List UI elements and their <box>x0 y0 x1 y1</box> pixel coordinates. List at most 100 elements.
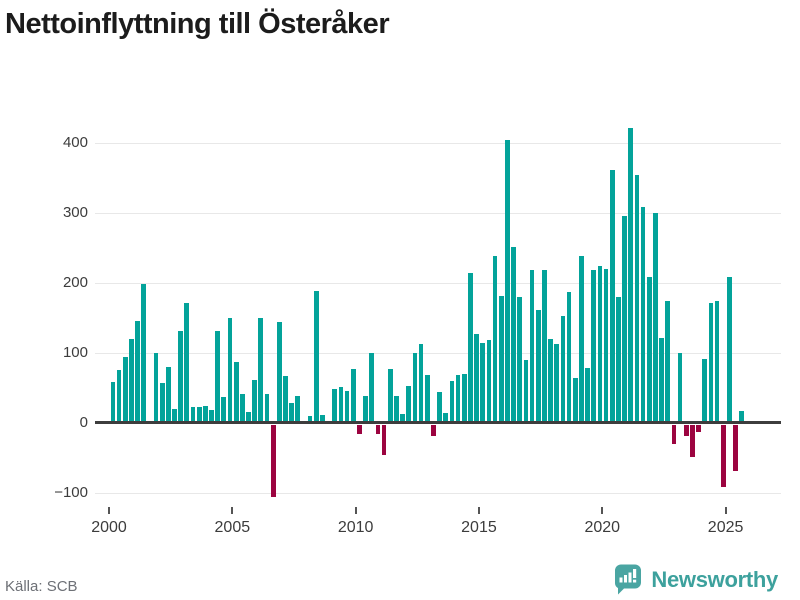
bar <box>369 353 375 423</box>
bar <box>233 362 239 423</box>
bar <box>616 297 621 423</box>
y-tick-label: 100 <box>62 344 88 361</box>
bar <box>727 277 732 423</box>
gridline-300 <box>95 213 781 214</box>
bar <box>677 353 683 423</box>
bar <box>622 215 627 423</box>
bar <box>165 367 171 423</box>
bar <box>480 343 486 423</box>
bar <box>455 374 461 423</box>
bar <box>523 360 529 423</box>
bar <box>505 139 510 423</box>
bar <box>579 255 584 423</box>
bar <box>566 292 572 423</box>
bar <box>659 337 664 423</box>
bar <box>431 424 436 437</box>
bar <box>628 127 634 423</box>
bar <box>646 277 652 423</box>
x-tick-label: 2020 <box>584 519 621 536</box>
bar <box>239 394 245 423</box>
bar <box>375 424 381 435</box>
bar <box>690 424 695 457</box>
x-tick-mark <box>724 507 727 514</box>
bar <box>560 315 566 423</box>
bar <box>258 318 264 423</box>
bar <box>733 424 738 471</box>
bar <box>252 380 257 423</box>
bar <box>283 376 288 423</box>
bar <box>714 300 720 423</box>
bar <box>246 411 251 423</box>
source-caption: Källa: SCB <box>5 578 78 595</box>
x-tick-mark <box>601 507 604 514</box>
bar <box>702 359 708 423</box>
newsworthy-wordmark: Newsworthy <box>651 566 778 592</box>
bar <box>387 369 393 423</box>
x-tick-label: 2000 <box>91 519 127 536</box>
bar <box>640 206 646 423</box>
bar <box>517 297 523 423</box>
bar <box>350 369 356 423</box>
bar <box>129 339 134 423</box>
bar <box>542 270 547 423</box>
bar <box>332 389 338 423</box>
gridline--100 <box>95 493 781 494</box>
bar-chart-bubble-icon <box>614 564 642 595</box>
bar <box>141 283 147 423</box>
bar <box>591 270 597 423</box>
bar <box>221 397 227 423</box>
bar <box>535 310 541 423</box>
bar <box>597 266 603 423</box>
y-tick-label: 400 <box>62 134 88 151</box>
bar <box>572 377 578 423</box>
bar <box>122 357 128 423</box>
bar <box>548 339 553 423</box>
x-tick-mark <box>354 507 357 514</box>
bar <box>671 424 677 445</box>
bar <box>313 291 319 423</box>
bar <box>190 406 196 423</box>
gridline-100 <box>95 353 781 354</box>
bar <box>708 302 714 423</box>
bar <box>511 247 516 423</box>
bar <box>202 406 208 423</box>
x-tick-mark <box>477 507 480 514</box>
bar <box>307 416 313 423</box>
bar <box>116 369 122 423</box>
y-tick-label: −100 <box>54 484 88 501</box>
bar <box>110 381 116 423</box>
bar <box>184 302 190 423</box>
x-tick-mark <box>231 507 234 514</box>
bar <box>653 213 658 423</box>
zero-axis-line <box>95 421 781 424</box>
gridline-400 <box>95 143 781 144</box>
x-tick-label: 2010 <box>337 519 374 536</box>
bar <box>357 424 362 435</box>
bar <box>289 402 294 423</box>
bar <box>159 383 165 423</box>
bar <box>196 406 202 423</box>
x-tick-mark <box>108 507 110 514</box>
bar <box>720 424 726 487</box>
bar <box>634 175 640 423</box>
gridline-200 <box>95 283 781 284</box>
bar <box>215 331 220 423</box>
bar <box>498 296 504 423</box>
bar <box>486 339 492 423</box>
bar <box>449 381 455 423</box>
chart-title: Nettoinflyttning till Österåker <box>5 8 390 40</box>
bar <box>609 170 615 423</box>
bar <box>468 273 473 423</box>
bar <box>338 386 344 423</box>
bar <box>554 343 560 423</box>
x-tick-label: 2025 <box>707 519 744 536</box>
bar <box>492 255 498 423</box>
bar <box>739 411 745 423</box>
bar <box>665 301 671 423</box>
y-tick-label: 300 <box>62 204 88 221</box>
bar <box>585 367 590 423</box>
bar <box>400 413 405 423</box>
bar <box>363 395 368 423</box>
bar <box>394 395 399 423</box>
